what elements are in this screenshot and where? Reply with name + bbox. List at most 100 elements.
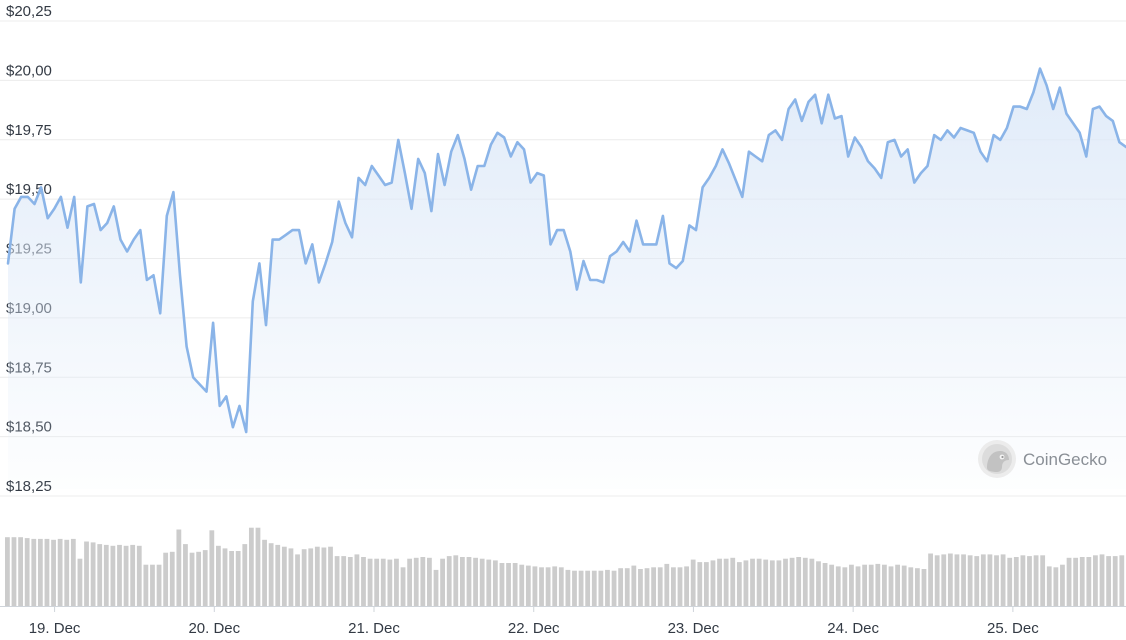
volume-bar	[829, 564, 835, 606]
volume-bar	[934, 555, 940, 606]
volume-bar	[697, 562, 703, 606]
volume-bar	[552, 566, 558, 606]
price-line-layer	[6, 67, 1126, 434]
volume-bar	[202, 550, 208, 606]
volume-bar	[802, 557, 808, 606]
gecko-logo-icon	[978, 440, 1016, 478]
volume-bar	[433, 569, 439, 606]
volume-bar	[875, 563, 881, 606]
volume-bar	[347, 557, 353, 606]
volume-bar	[822, 563, 828, 606]
volume-bar	[130, 544, 136, 606]
volume-bar	[512, 563, 518, 606]
volume-bar	[361, 557, 366, 606]
volume-bar	[31, 538, 37, 606]
volume-bar	[321, 547, 327, 606]
volume-bar	[1020, 555, 1026, 606]
volume-bar	[783, 558, 788, 606]
volume-bar	[1013, 557, 1019, 606]
volume-bar	[1079, 557, 1085, 606]
volume-bar	[849, 564, 854, 606]
volume-bar	[334, 556, 340, 606]
volume-bar	[1007, 557, 1013, 606]
volume-bar	[868, 564, 874, 606]
volume-bar	[908, 567, 914, 606]
volume-bar	[644, 568, 650, 606]
volume-bar	[255, 527, 261, 606]
volume-bar	[710, 560, 716, 606]
volume-bar	[888, 566, 894, 606]
volume-bar	[5, 537, 10, 606]
volume-bar	[723, 558, 729, 606]
y-tick-label: $19,50	[6, 181, 52, 198]
volume-bar	[730, 557, 736, 606]
volume-bar	[558, 567, 564, 606]
volume-bar	[374, 558, 380, 606]
volume-bar	[763, 559, 769, 606]
volume-bar	[328, 546, 333, 606]
volume-bar	[1046, 566, 1052, 606]
volume-bar	[974, 556, 980, 606]
volume-bar	[407, 558, 413, 606]
volume-bar	[532, 566, 538, 606]
volume-bar	[750, 558, 755, 606]
volume-bar	[1073, 557, 1079, 606]
x-tick-label: 23. Dec	[668, 620, 720, 637]
volume-bar	[809, 558, 815, 606]
volume-bar	[275, 544, 281, 606]
volume-bar	[611, 570, 617, 606]
volume-bar	[882, 564, 887, 606]
volume-bar	[242, 544, 248, 606]
volume-bar	[947, 553, 953, 606]
volume-bar	[235, 551, 241, 606]
y-tick-label: $20,25	[6, 3, 52, 20]
y-tick-label: $19,75	[6, 122, 52, 139]
x-axis: 19. Dec 20. Dec 21. Dec 22. Dec 23. Dec 24. D…	[0, 606, 1126, 637]
volume-bar	[664, 563, 670, 606]
volume-bar	[684, 566, 689, 606]
volume-bar	[1106, 556, 1112, 606]
volume-bar	[90, 542, 96, 606]
volume-bar	[743, 560, 749, 606]
volume-bar	[77, 558, 83, 606]
volume-bar	[572, 570, 577, 606]
price-area-fill	[8, 68, 1126, 489]
volume-bar	[677, 567, 683, 606]
volume-bar	[631, 565, 637, 606]
volume-bar	[736, 562, 742, 606]
volume-bar	[565, 569, 571, 606]
volume-bar	[862, 564, 868, 606]
x-tick-label: 19. Dec	[29, 620, 81, 637]
volume-bar	[954, 554, 960, 606]
x-tick-label: 22. Dec	[508, 620, 560, 637]
volume-bar	[453, 555, 459, 606]
volume-bar	[1033, 555, 1039, 606]
volume-bar	[1086, 557, 1092, 606]
volume-bar	[37, 538, 43, 606]
volume-bar	[156, 564, 162, 606]
volume-bar	[605, 569, 610, 606]
volume-bar	[103, 544, 109, 606]
volume-bar	[1040, 555, 1046, 606]
volume-bar	[585, 570, 591, 606]
volume-bar	[994, 555, 999, 606]
volume-bar	[578, 570, 584, 606]
volume-bar	[229, 551, 234, 606]
volume-bar	[789, 557, 795, 606]
price-line[interactable]	[6, 67, 1126, 434]
volume-bar	[895, 564, 900, 606]
volume-bar	[466, 557, 472, 606]
volume-bar	[717, 558, 722, 606]
volume-bar	[914, 568, 920, 606]
volume-bar	[394, 558, 399, 606]
volume-bar	[295, 554, 300, 606]
volume-bar	[387, 559, 393, 606]
volume-bar	[196, 551, 202, 606]
volume-bar	[506, 563, 511, 606]
volume-bar	[308, 548, 314, 606]
volume-bar	[967, 555, 973, 606]
volume-bar	[519, 564, 525, 606]
volume-bar	[1000, 554, 1006, 606]
volume-bar	[176, 529, 182, 606]
